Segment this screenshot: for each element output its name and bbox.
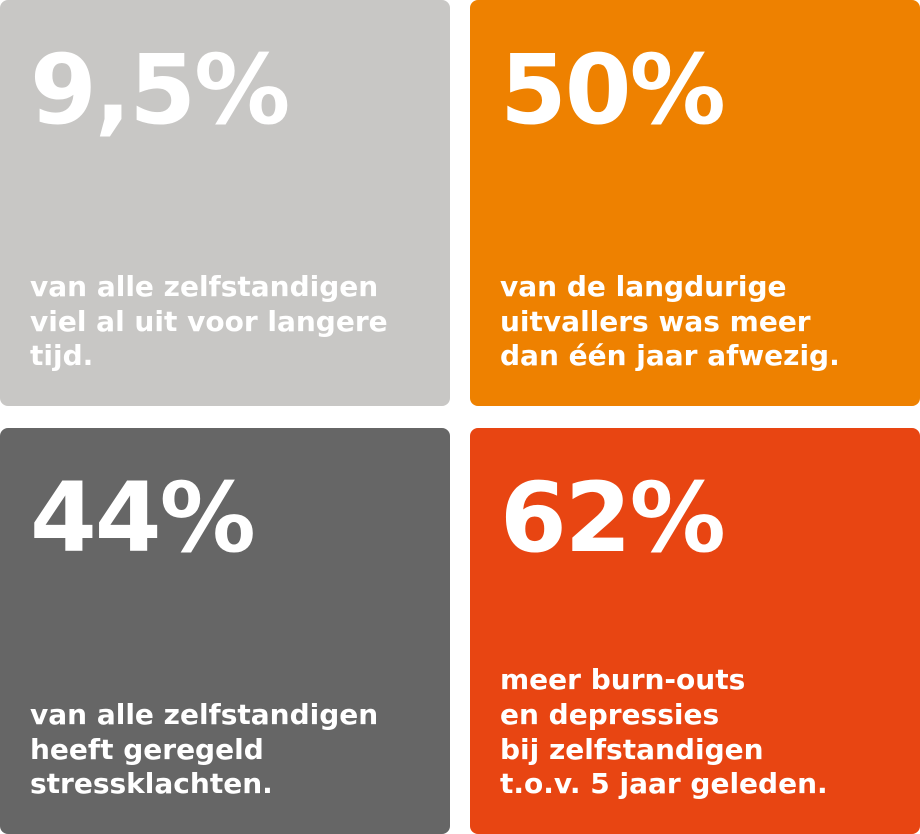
stat-value: 44%	[30, 462, 256, 574]
stat-value: 62%	[500, 462, 726, 574]
stat-value: 9,5%	[30, 34, 290, 146]
stat-value: 50%	[500, 34, 726, 146]
stat-description: van alle zelfstandigen heeft geregeld st…	[30, 697, 379, 801]
stat-description: van de langdurige uitvallers was meer da…	[500, 269, 840, 373]
stat-tile-langdurig: 50% van de langdurige uitvallers was mee…	[470, 0, 920, 406]
stat-description: van alle zelfstandigen viel al uit voor …	[30, 269, 388, 373]
stat-tile-stress: 44% van alle zelfstandigen heeft geregel…	[0, 428, 450, 834]
stat-description: meer burn-outs en depressies bij zelfsta…	[500, 663, 828, 801]
stat-tile-burnout: 62% meer burn-outs en depressies bij zel…	[470, 428, 920, 834]
stat-tile-uitval: 9,5% van alle zelfstandigen viel al uit …	[0, 0, 450, 406]
